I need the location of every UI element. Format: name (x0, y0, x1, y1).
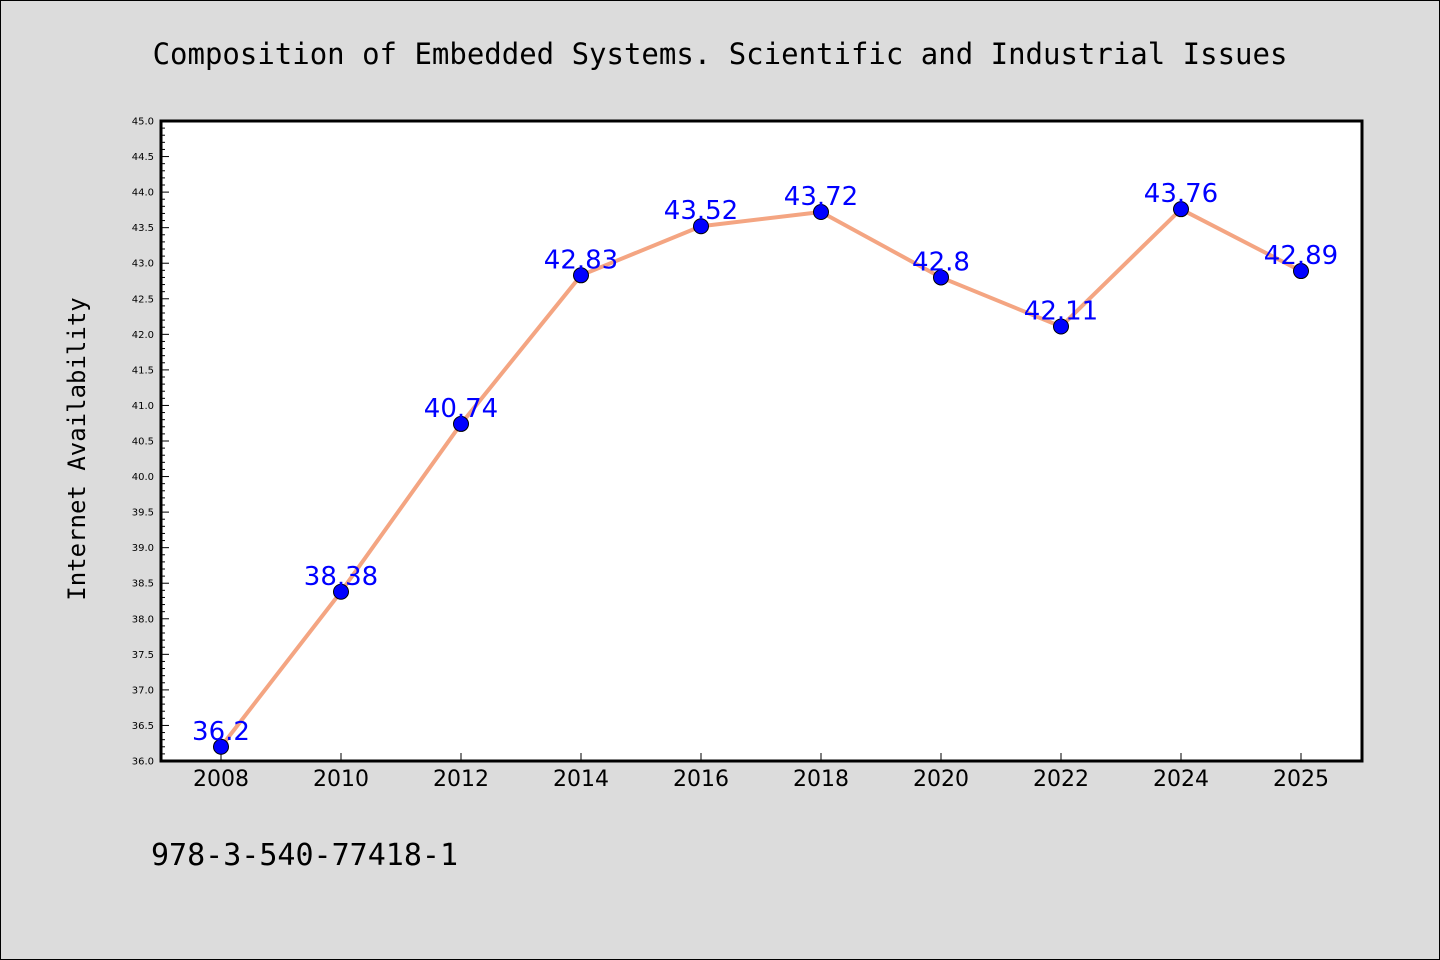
data-labels: 36.2 38.38 40.74 42.83 43.52 43.72 42.8 42.11 43… (192, 179, 1338, 747)
x-tick-label: 2025 (1273, 767, 1329, 792)
data-value-label: 43.72 (784, 182, 858, 212)
x-tick-label: 2008 (193, 767, 249, 792)
data-markers (213, 201, 1309, 755)
y-tick-label: 36.5 (132, 721, 154, 732)
y-tick-label: 43.0 (132, 259, 154, 270)
data-point-marker (1053, 318, 1069, 335)
data-value-label: 43.76 (1144, 179, 1218, 209)
y-tick-label: 45.0 (132, 117, 154, 128)
y-axis-label: Internet Availability (63, 297, 91, 600)
data-value-label: 40.74 (424, 394, 498, 424)
x-axis: 2008 2010 2012 2014 2016 2018 2020 2022 2024 2025 (193, 753, 1329, 792)
data-point-marker (1173, 201, 1189, 218)
series-line-group (219, 207, 1302, 749)
y-tick-label: 39.5 (132, 508, 154, 519)
data-point-marker (333, 583, 349, 600)
data-point-marker (813, 204, 829, 221)
y-tick-label: 37.0 (132, 685, 154, 696)
data-value-label: 42.8 (912, 247, 970, 277)
y-tick-label: 42.5 (132, 294, 154, 305)
footnote-isbn: 978-3-540-77418-1 (151, 838, 458, 873)
x-tick-label: 2012 (433, 767, 489, 792)
data-value-label: 36.2 (192, 717, 250, 747)
series-line (219, 207, 1302, 749)
y-tick-label: 43.5 (132, 223, 154, 234)
y-tick-label: 42.0 (132, 330, 154, 341)
data-value-label: 38.38 (304, 562, 378, 592)
data-point-marker (573, 267, 589, 284)
y-axis: 36.0 36.5 37.0 37.5 38.0 38.5 39.0 39.5 40.0 40.5… (132, 117, 169, 768)
y-tick-label: 41.0 (132, 401, 154, 412)
y-tick-label: 41.5 (132, 365, 154, 376)
x-tick-label: 2022 (1033, 767, 1089, 792)
y-tick-label: 40.0 (132, 472, 154, 483)
chart-title: Composition of Embedded Systems. Scienti… (153, 37, 1288, 71)
y-tick-label: 36.0 (132, 757, 154, 768)
x-tick-label: 2024 (1153, 767, 1209, 792)
y-tick-label: 39.0 (132, 543, 154, 554)
y-tick-label: 44.0 (132, 188, 154, 199)
data-point-marker (693, 218, 709, 235)
y-tick-label: 38.0 (132, 614, 154, 625)
x-tick-label: 2014 (553, 767, 609, 792)
data-value-label: 42.89 (1264, 241, 1338, 271)
x-tick-label: 2018 (793, 767, 849, 792)
x-tick-label: 2010 (313, 767, 369, 792)
x-tick-label: 2016 (673, 767, 729, 792)
data-point-marker (213, 738, 229, 755)
x-tick-label: 2020 (913, 767, 969, 792)
y-tick-label: 38.5 (132, 579, 154, 590)
y-tick-label: 40.5 (132, 437, 154, 448)
y-tick-label: 37.5 (132, 650, 154, 661)
data-point-marker (453, 415, 469, 432)
data-value-label: 42.11 (1024, 297, 1098, 327)
y-tick-label: 44.5 (132, 152, 154, 163)
data-point-marker (1293, 263, 1309, 280)
data-value-label: 42.83 (544, 245, 618, 275)
data-point-marker (933, 269, 949, 286)
data-value-label: 43.52 (664, 196, 738, 226)
